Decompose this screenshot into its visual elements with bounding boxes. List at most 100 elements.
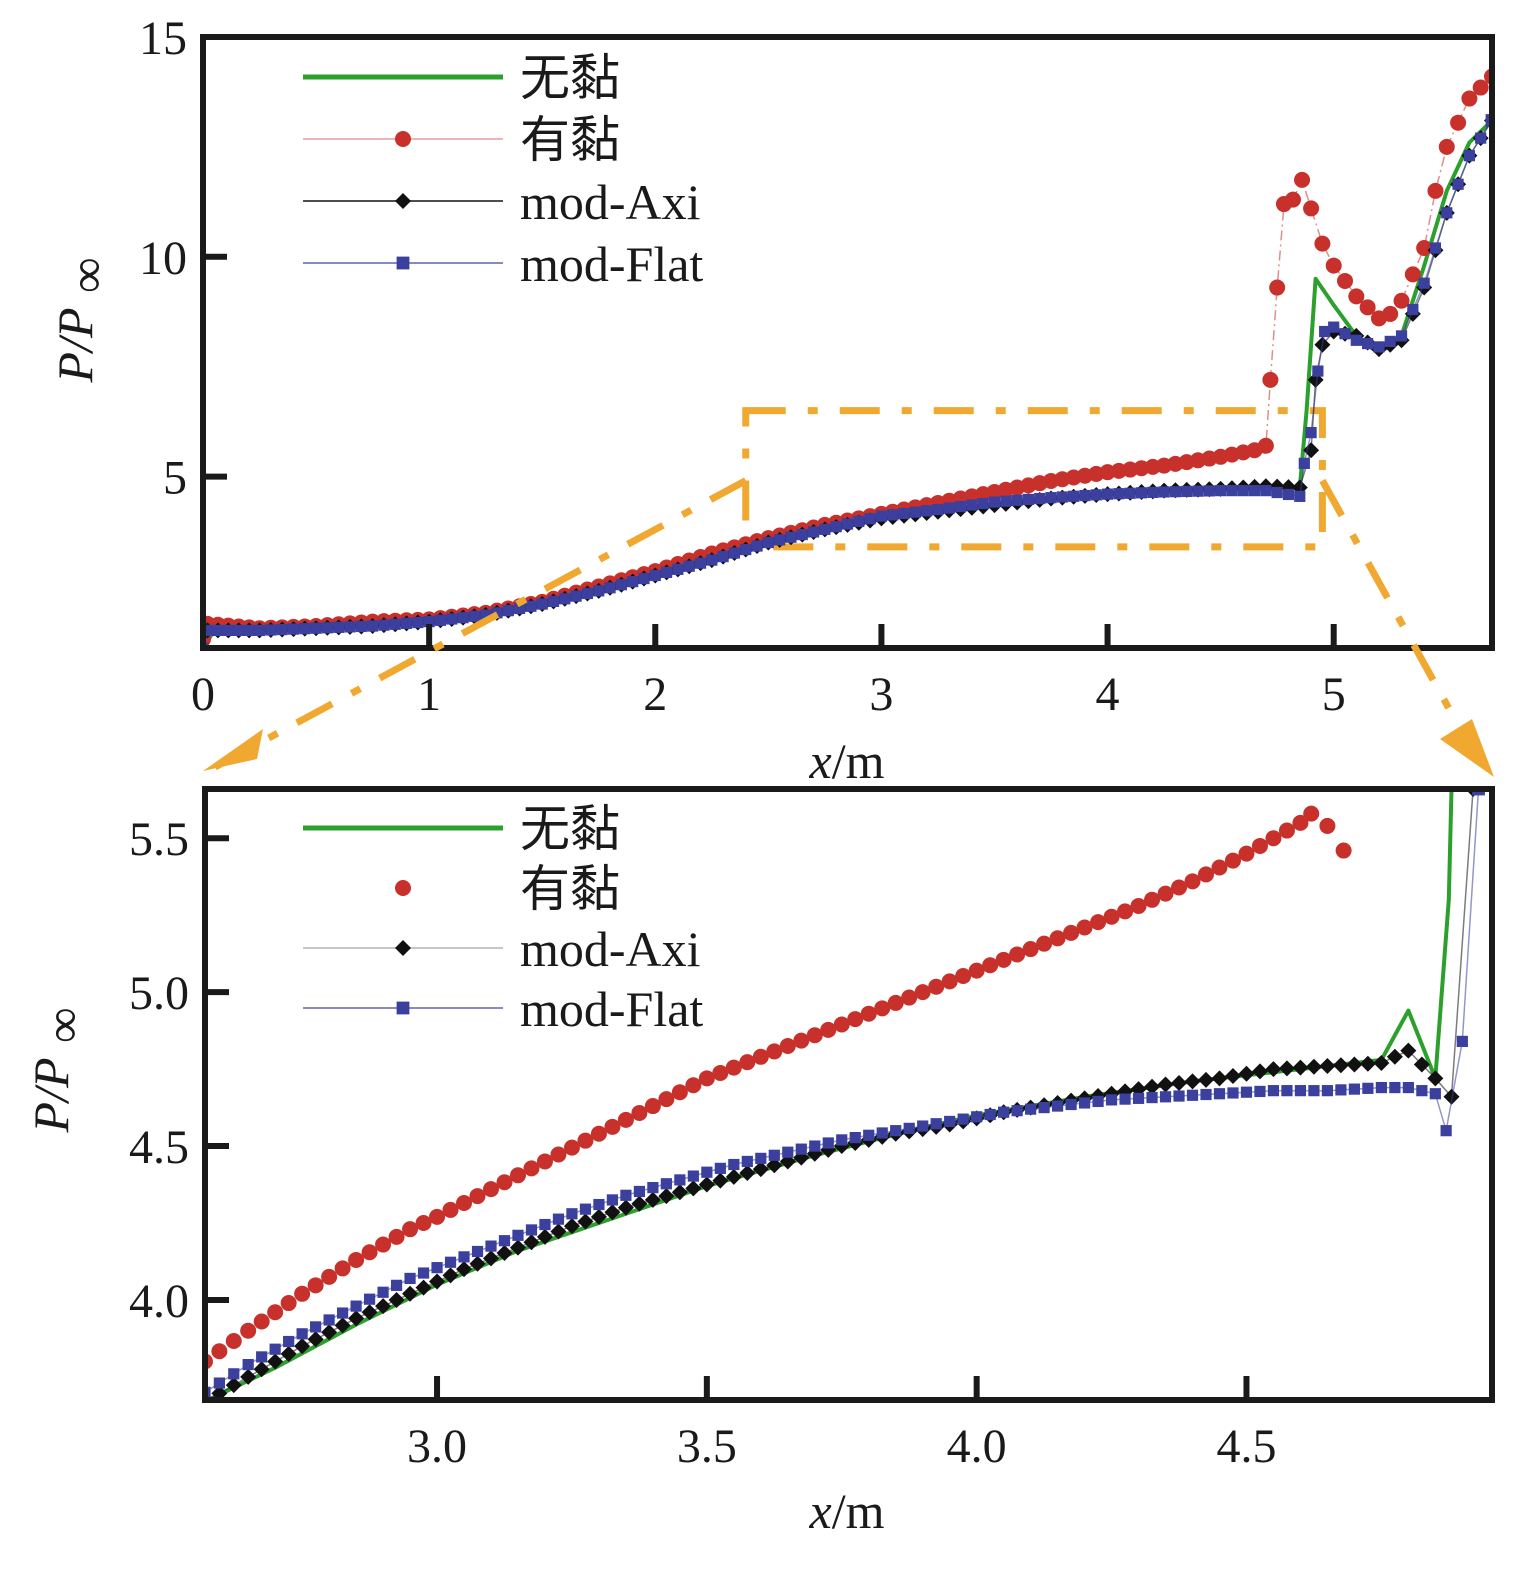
bottom-point-有黏 <box>644 1098 661 1115</box>
top-point-mod-Flat <box>1147 486 1159 498</box>
bottom-point-有黏 <box>456 1195 473 1212</box>
bottom-point-mod-Axi <box>523 1234 540 1251</box>
bottom-point-mod-Flat <box>957 1113 969 1125</box>
bottom-point-有黏 <box>1224 852 1241 869</box>
bottom-point-mod-Flat <box>525 1224 538 1236</box>
bottom-point-mod-Axi <box>1319 1058 1336 1075</box>
top-point-mod-Flat <box>1226 485 1238 497</box>
bottom-point-有黏 <box>211 1343 228 1360</box>
top-point-mod-Flat <box>1350 334 1362 346</box>
bottom-point-有黏 <box>685 1077 702 1094</box>
bottom-point-mod-Flat <box>552 1213 565 1225</box>
bottom-point-mod-Flat <box>498 1235 511 1247</box>
bottom-point-有黏 <box>928 978 945 995</box>
bottom-point-有黏 <box>1009 946 1026 963</box>
top-point-有黏 <box>1450 114 1467 131</box>
bottom-legend-item: 有黏 <box>395 861 620 917</box>
bottom-chart: 3.0 3.5 4.0 4.5 4.0 4.5 5.0 5.5 无黏有黏mod-Aximod-… <box>23 786 1495 1539</box>
top-point-mod-Flat <box>1339 328 1351 340</box>
bottom-point-mod-Flat <box>390 1279 403 1291</box>
top-point-mod-Flat <box>299 623 311 635</box>
top-axis-ticks: 0 1 2 3 4 5 5 10 15 <box>139 12 1346 721</box>
bottom-point-mod-Flat <box>1159 1091 1172 1103</box>
bottom-legend-item: 无黏 <box>303 801 620 857</box>
top-point-mod-Flat <box>457 612 469 624</box>
bottom-y-tick-label: 4.0 <box>129 1275 189 1328</box>
bottom-point-mod-Flat <box>701 1166 713 1178</box>
top-point-mod-Flat <box>898 507 910 520</box>
top-legend-label: mod-Flat <box>520 236 703 292</box>
top-point-mod-Flat <box>1045 492 1057 504</box>
top-point-mod-Flat <box>287 623 300 635</box>
top-y-axis-title: P/P ∞ <box>47 257 115 383</box>
top-point-mod-Flat <box>627 576 639 588</box>
top-point-mod-Flat <box>502 605 514 617</box>
bottom-point-有黏 <box>267 1304 284 1321</box>
bottom-point-mod-Axi <box>644 1191 661 1208</box>
bottom-point-有黏 <box>294 1285 311 1302</box>
top-y-tick-label: 10 <box>139 232 187 285</box>
top-point-有黏 <box>1303 200 1320 217</box>
bottom-point-mod-Flat <box>822 1137 834 1149</box>
top-point-mod-Flat <box>1407 303 1419 316</box>
bottom-point-mod-Flat <box>1200 1088 1212 1101</box>
bottom-point-mod-Axi <box>469 1255 486 1272</box>
top-legend-label: mod-Axi <box>520 174 701 230</box>
bottom-point-mod-Axi <box>1211 1070 1228 1087</box>
top-point-mod-Flat <box>1000 495 1012 507</box>
top-point-mod-Flat <box>841 518 854 530</box>
bottom-point-mod-Flat <box>1092 1095 1104 1108</box>
bottom-point-mod-Axi <box>267 1353 284 1370</box>
bottom-point-mod-Axi <box>388 1291 405 1308</box>
top-point-mod-Flat <box>909 506 921 518</box>
bottom-point-mod-Flat <box>674 1174 686 1186</box>
bottom-point-mod-Flat <box>836 1134 848 1146</box>
top-point-有黏 <box>1269 279 1286 296</box>
top-point-mod-Flat <box>954 500 967 513</box>
top-point-mod-Flat <box>672 563 684 575</box>
bottom-point-mod-Flat <box>606 1194 619 1206</box>
bottom-point-mod-Axi <box>725 1168 742 1185</box>
top-point-mod-Flat <box>796 528 808 541</box>
bottom-point-mod-Axi <box>442 1267 459 1284</box>
bottom-point-mod-Flat <box>809 1140 821 1152</box>
bottom-point-mod-Axi <box>1278 1060 1295 1077</box>
bottom-point-有黏 <box>402 1221 419 1238</box>
top-point-有黏 <box>1337 272 1354 289</box>
bottom-point-mod-Axi <box>280 1345 297 1362</box>
bottom-point-有黏 <box>1036 935 1053 952</box>
bottom-point-mod-Flat <box>741 1155 753 1168</box>
top-point-mod-Flat <box>932 503 944 516</box>
bottom-series-layer <box>205 789 1485 1400</box>
top-point-mod-Flat <box>276 623 288 636</box>
bottom-point-mod-Flat <box>431 1262 443 1274</box>
bottom-point-mod-Flat <box>1321 1085 1334 1097</box>
top-point-mod-Flat <box>333 621 345 633</box>
bottom-point-mod-Axi <box>211 1385 228 1400</box>
bottom-point-有黏 <box>766 1043 783 1060</box>
top-point-mod-Flat <box>434 614 447 626</box>
top-x-axis-title-var: x <box>809 733 832 789</box>
bottom-point-mod-Flat <box>1254 1085 1266 1098</box>
top-point-mod-Flat <box>536 598 548 610</box>
bottom-point-mod-Flat <box>863 1129 875 1141</box>
bottom-point-有黏 <box>793 1032 810 1049</box>
bottom-legend-label: 无黏 <box>520 801 620 857</box>
top-point-mod-Flat <box>1124 487 1136 499</box>
top-point-有黏 <box>1472 79 1489 96</box>
bottom-point-mod-Axi <box>739 1164 756 1181</box>
bottom-point-mod-Flat <box>228 1368 240 1380</box>
connector-right <box>1319 478 1481 761</box>
bottom-legend-marker <box>395 940 411 956</box>
bottom-point-mod-Flat <box>593 1198 605 1211</box>
bottom-point-mod-Flat <box>903 1122 915 1134</box>
top-point-mod-Flat <box>1485 114 1492 127</box>
bottom-point-mod-Flat <box>1362 1082 1374 1094</box>
bottom-point-mod-Axi <box>1400 1042 1417 1059</box>
bottom-point-mod-Flat <box>687 1170 699 1182</box>
bottom-point-有黏 <box>321 1268 338 1285</box>
bottom-point-mod-Flat <box>1375 1081 1387 1094</box>
connector-left <box>213 477 748 771</box>
bottom-point-mod-Flat <box>337 1307 349 1319</box>
arrowhead-left <box>203 729 263 771</box>
